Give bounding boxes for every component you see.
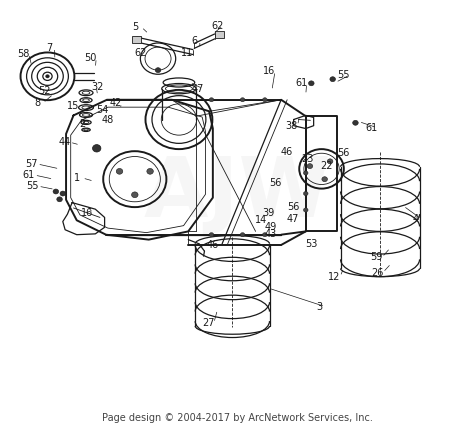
Text: 22: 22	[320, 161, 332, 171]
Circle shape	[240, 233, 245, 237]
Circle shape	[209, 98, 214, 102]
Circle shape	[327, 159, 333, 164]
Circle shape	[322, 177, 328, 182]
Text: 16: 16	[82, 208, 93, 218]
Text: 62: 62	[134, 48, 146, 58]
Circle shape	[60, 191, 65, 196]
Text: 57: 57	[26, 159, 38, 169]
Circle shape	[330, 77, 336, 82]
Circle shape	[147, 168, 154, 174]
Circle shape	[307, 164, 313, 168]
Text: 52: 52	[38, 86, 50, 96]
Text: 61: 61	[365, 123, 378, 133]
Circle shape	[92, 145, 101, 152]
Circle shape	[240, 98, 245, 102]
Text: 62: 62	[211, 21, 224, 31]
Text: 6: 6	[191, 36, 197, 45]
Text: 27: 27	[202, 318, 214, 328]
Text: 7: 7	[46, 42, 52, 52]
Circle shape	[155, 68, 161, 73]
Circle shape	[46, 74, 49, 78]
Circle shape	[263, 98, 267, 102]
Text: 56: 56	[288, 202, 300, 212]
Text: 38: 38	[286, 121, 298, 131]
Text: 59: 59	[370, 252, 383, 262]
Circle shape	[309, 81, 314, 86]
Text: 49: 49	[264, 222, 276, 232]
Circle shape	[303, 171, 308, 175]
Circle shape	[116, 168, 123, 174]
Bar	[132, 36, 141, 43]
Text: 46: 46	[207, 240, 219, 250]
Text: 61: 61	[23, 170, 35, 180]
Text: 12: 12	[328, 271, 341, 281]
Text: 32: 32	[91, 81, 104, 92]
Text: 16: 16	[264, 66, 276, 76]
Circle shape	[53, 189, 59, 194]
Text: 42: 42	[110, 98, 122, 108]
Text: 56: 56	[269, 178, 281, 188]
Text: 39: 39	[263, 208, 275, 218]
Bar	[215, 31, 224, 39]
Text: 48: 48	[102, 115, 114, 125]
Text: 11: 11	[181, 48, 193, 58]
Text: 43: 43	[264, 229, 276, 239]
Circle shape	[303, 208, 308, 212]
Circle shape	[303, 191, 308, 196]
Circle shape	[263, 233, 267, 237]
Circle shape	[209, 233, 214, 237]
Text: AJW: AJW	[143, 153, 331, 234]
Text: 3: 3	[317, 302, 323, 312]
Text: 56: 56	[337, 148, 350, 158]
Text: 46: 46	[281, 147, 293, 157]
Text: 54: 54	[96, 106, 109, 116]
Circle shape	[132, 192, 138, 197]
Text: 23: 23	[301, 154, 314, 164]
Text: 15: 15	[67, 101, 80, 111]
Circle shape	[353, 120, 358, 125]
Text: 44: 44	[58, 137, 70, 147]
Text: Page design © 2004-2017 by ArcNetwork Services, Inc.: Page design © 2004-2017 by ArcNetwork Se…	[101, 414, 373, 423]
Text: 53: 53	[305, 239, 318, 249]
Text: 26: 26	[371, 268, 383, 278]
Text: 2: 2	[80, 119, 86, 129]
Text: 55: 55	[27, 181, 39, 191]
Text: 50: 50	[84, 53, 97, 63]
Text: 1: 1	[73, 173, 80, 183]
Text: 47: 47	[191, 84, 204, 94]
Text: 47: 47	[287, 214, 299, 224]
Text: 14: 14	[255, 215, 267, 225]
Text: 4: 4	[413, 214, 419, 224]
Text: 55: 55	[337, 70, 350, 80]
Text: 5: 5	[133, 22, 139, 32]
Circle shape	[57, 197, 63, 202]
Text: 58: 58	[17, 48, 29, 59]
Text: 61: 61	[295, 78, 307, 88]
Text: 8: 8	[34, 98, 40, 108]
